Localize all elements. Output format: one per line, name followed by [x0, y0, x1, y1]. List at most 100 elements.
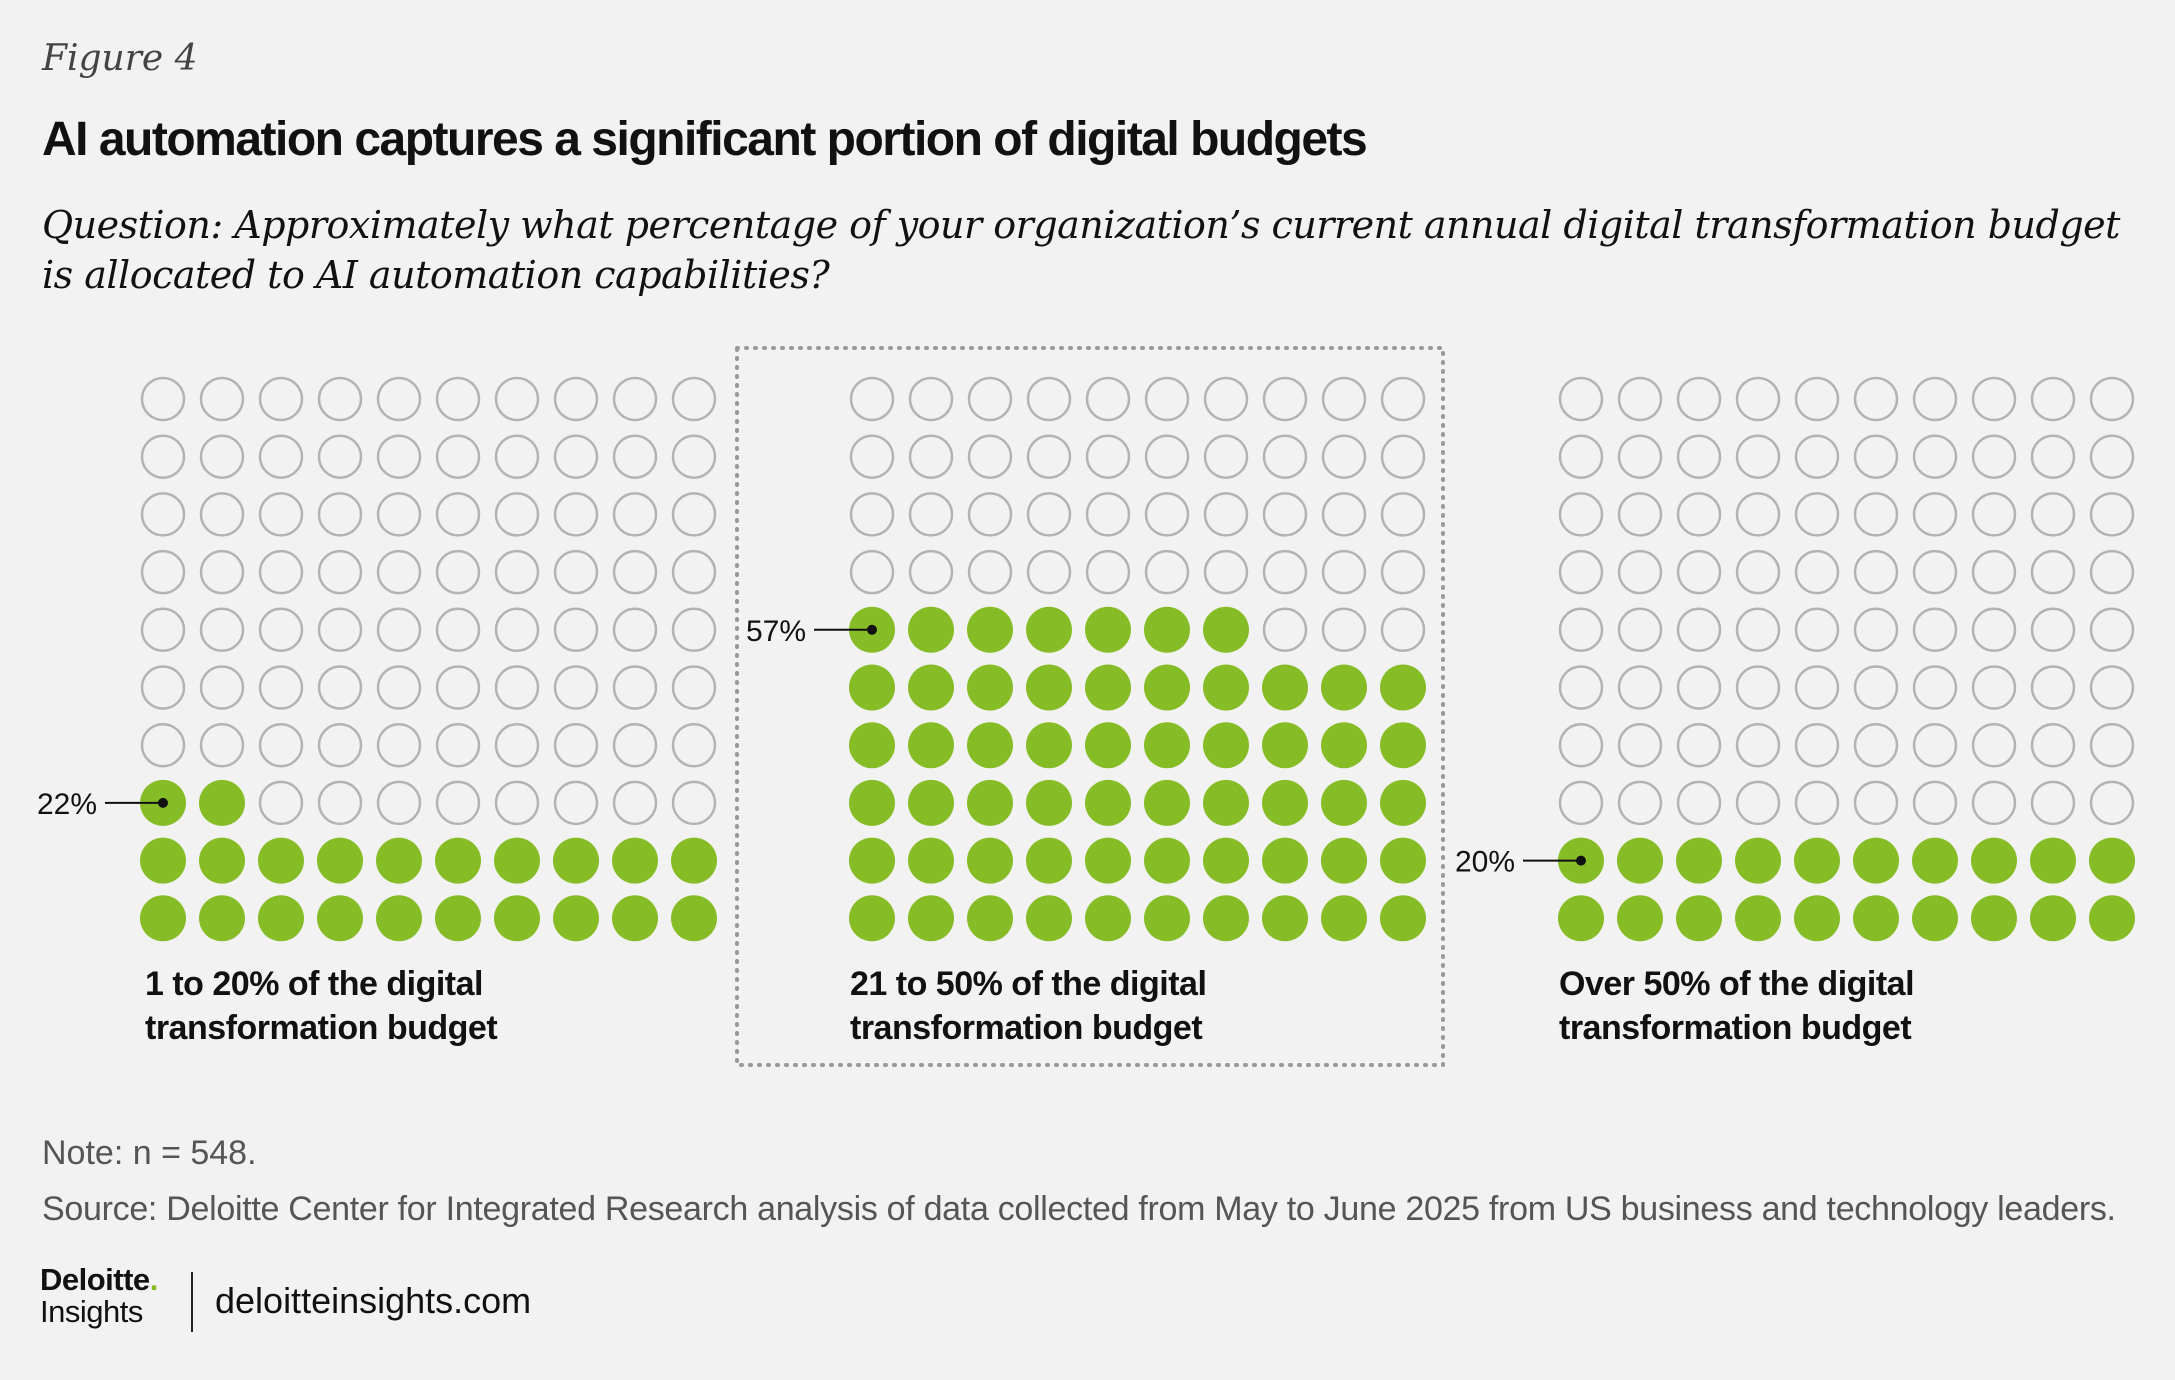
waffle-dot-empty	[553, 549, 599, 595]
waffle-group-1: 22%	[37, 376, 717, 942]
waffle-dot-empty	[1794, 434, 1840, 479]
waffle-dot-empty	[1558, 492, 1604, 537]
source-text: Source: Deloitte Center for Integrated R…	[42, 1190, 2116, 1228]
waffle-dot-filled	[140, 895, 186, 942]
caption-group-3: Over 50% of the digital transformation b…	[1559, 962, 1979, 1050]
waffle-dot-empty	[1794, 722, 1840, 768]
waffle-dot-empty	[140, 607, 186, 653]
waffle-dot-empty	[967, 549, 1013, 595]
waffle-dot-filled	[1321, 722, 1367, 769]
waffle-dot-empty	[140, 434, 186, 479]
waffle-dot-empty	[1735, 492, 1781, 537]
waffle-dot-empty	[2030, 549, 2076, 595]
waffle-dot-filled	[967, 606, 1013, 653]
waffle-dot-empty	[1144, 549, 1190, 595]
waffle-dot-empty	[317, 780, 363, 826]
question-text: Question: Approximately what percentage …	[42, 203, 2120, 297]
waffle-group-3: 20%	[1455, 376, 2135, 942]
waffle-dot-filled	[1203, 664, 1249, 711]
waffle-dot-empty	[258, 665, 304, 710]
waffle-dot-empty	[140, 722, 186, 768]
waffle-dot-empty	[1971, 722, 2017, 768]
waffle-dot-filled	[849, 895, 895, 942]
waffle-dot-empty	[317, 607, 363, 653]
waffle-dot-empty	[435, 434, 481, 479]
waffle-dot-empty	[199, 434, 245, 479]
waffle-dot-filled	[1085, 837, 1131, 884]
waffle-dot-empty	[2089, 722, 2135, 768]
waffle-dot-empty	[1262, 549, 1308, 595]
waffle-dot-filled	[1085, 664, 1131, 711]
waffle-dot-filled	[908, 722, 954, 769]
waffle-dot-empty	[1085, 492, 1131, 537]
waffle-dot-empty	[199, 376, 245, 422]
waffle-dot-filled	[967, 722, 1013, 769]
waffle-dot-filled	[671, 895, 717, 942]
waffle-dot-filled	[1203, 895, 1249, 942]
value-label: 22%	[37, 788, 97, 821]
waffle-dot-empty	[1321, 549, 1367, 595]
waffle-dot-empty	[671, 780, 717, 826]
caption-group-2: 21 to 50% of the digital transformation …	[850, 962, 1270, 1050]
waffle-dot-empty	[1617, 722, 1663, 768]
waffle-dot-empty	[1853, 376, 1899, 422]
waffle-dot-empty	[317, 549, 363, 595]
waffle-dot-empty	[1912, 607, 1958, 653]
waffle-dot-filled	[494, 895, 540, 942]
waffle-dot-empty	[1262, 492, 1308, 537]
waffle-dot-filled	[199, 837, 245, 884]
waffle-dot-empty	[1794, 607, 1840, 653]
waffle-dot-filled	[1321, 837, 1367, 884]
waffle-dot-empty	[849, 549, 895, 595]
waffle-dot-filled	[849, 837, 895, 884]
waffle-dot-empty	[2089, 376, 2135, 422]
waffle-dot-empty	[376, 665, 422, 710]
waffle-dot-empty	[612, 607, 658, 653]
waffle-dot-empty	[2089, 434, 2135, 479]
waffle-dot-empty	[671, 434, 717, 479]
waffle-dot-filled	[1144, 606, 1190, 653]
waffle-dot-filled	[1676, 895, 1722, 942]
waffle-dot-filled	[258, 837, 304, 884]
waffle-dot-filled	[967, 664, 1013, 711]
waffle-dot-filled	[1853, 895, 1899, 942]
waffle-dot-empty	[2030, 722, 2076, 768]
waffle-dot-filled	[199, 895, 245, 942]
waffle-dot-empty	[612, 722, 658, 768]
waffle-dot-empty	[1558, 376, 1604, 422]
brand-dot: .	[149, 1262, 159, 1297]
waffle-dot-empty	[1380, 434, 1426, 479]
brand-logo: Deloitte. Insights	[40, 1264, 158, 1328]
waffle-dot-empty	[1676, 722, 1722, 768]
waffle-dot-filled	[849, 722, 895, 769]
waffle-dot-empty	[1735, 549, 1781, 595]
waffle-dot-filled	[908, 837, 954, 884]
waffle-dot-filled	[967, 895, 1013, 942]
waffle-dot-empty	[199, 549, 245, 595]
waffle-dot-empty	[1321, 492, 1367, 537]
waffle-dot-empty	[1617, 549, 1663, 595]
waffle-dot-filled	[317, 895, 363, 942]
waffle-dot-empty	[553, 722, 599, 768]
waffle-dot-empty	[1853, 492, 1899, 537]
waffle-dot-filled	[1321, 895, 1367, 942]
waffle-dot-empty	[1262, 376, 1308, 422]
waffle-dot-filled	[1262, 722, 1308, 769]
waffle-dot-filled	[1380, 779, 1426, 826]
waffle-dot-empty	[1676, 665, 1722, 710]
waffle-dot-empty	[1085, 376, 1131, 422]
figure-label: Figure 4	[42, 38, 198, 79]
waffle-dot-empty	[1853, 549, 1899, 595]
waffle-dot-empty	[612, 492, 658, 537]
waffle-dot-empty	[494, 780, 540, 826]
waffle-dot-empty	[849, 492, 895, 537]
waffle-dot-filled	[908, 664, 954, 711]
waffle-dot-empty	[1971, 665, 2017, 710]
waffle-dot-filled	[140, 837, 186, 884]
waffle-dot-empty	[1794, 549, 1840, 595]
waffle-dot-filled	[1971, 837, 2017, 884]
waffle-dot-empty	[1971, 607, 2017, 653]
waffle-dot-empty	[1144, 492, 1190, 537]
waffle-dot-empty	[1971, 549, 2017, 595]
waffle-dot-empty	[258, 434, 304, 479]
